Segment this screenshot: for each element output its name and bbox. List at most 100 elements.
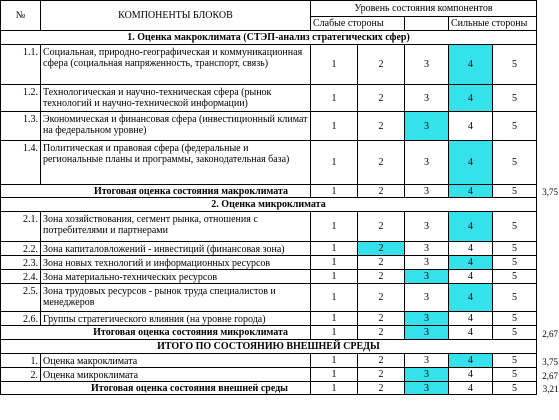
total-score-2: 2 xyxy=(357,381,405,395)
total-score-2: 2 xyxy=(357,184,405,198)
total-score-4: 4 xyxy=(448,184,493,198)
assessment-table: № КОМПОНЕНТЫ БЛОКОВ Уровень состояния ко… xyxy=(0,0,559,395)
total-score-3: 3 xyxy=(404,325,449,340)
component-name: Зона трудовых ресурсов - рынок труда спе… xyxy=(40,283,311,312)
spacer xyxy=(537,256,559,270)
row-score-4: 4 xyxy=(448,353,493,368)
row-score-1: 1 xyxy=(310,255,358,270)
section-title: 1. Оценка макроклимата (СТЭП-анализ стра… xyxy=(0,30,538,45)
table-row: 2.6. Группы стратегического влияния (на у… xyxy=(0,311,559,326)
section-title-row: 1. Оценка макроклимата (СТЭП-анализ стра… xyxy=(0,30,559,45)
table-row: 1.1. Социальная, природно-географическая … xyxy=(0,44,559,85)
row-score-4: 4 xyxy=(448,367,493,382)
spacer xyxy=(537,340,559,354)
header-level: Уровень состояния компонентов xyxy=(309,0,538,17)
row-score-3: 3 xyxy=(404,140,449,185)
row-score-5: 5 xyxy=(491,140,538,185)
spacer xyxy=(537,198,559,212)
row-score-5: 5 xyxy=(491,241,538,256)
row-score-1: 1 xyxy=(310,44,358,85)
component-name: Группы стратегического влияния (на уровн… xyxy=(40,311,311,326)
section-title: 2. Оценка микроклимата xyxy=(0,197,538,212)
row-score-1: 1 xyxy=(310,140,358,185)
row-score-3: 3 xyxy=(404,283,449,312)
total-value: 3,75 xyxy=(542,186,559,197)
row-score-5: 5 xyxy=(491,353,538,368)
row-score-4: 4 xyxy=(448,283,493,312)
row-score-2: 2 xyxy=(357,353,405,368)
spacer xyxy=(537,31,559,45)
header-num: № xyxy=(0,0,41,31)
row-score-1: 1 xyxy=(310,241,358,256)
total-score-5: 5 xyxy=(491,325,538,340)
component-name: Зона капиталовложений - инвестиций (фина… xyxy=(40,241,311,256)
section-title: ИТОГО ПО СОСТОЯНИЮ ВНЕШНЕЙ СРЕДЫ xyxy=(0,339,538,354)
table-row: 1.3. Экономическая и финансовая сфера (ин… xyxy=(0,111,559,141)
table-row: 2. Оценка микроклимата 1 2 3 4 5 2,67 xyxy=(0,367,559,382)
row-score-3: 3 xyxy=(404,353,449,368)
component-name: Экономическая и финансовая сфера (инвест… xyxy=(40,111,311,141)
row-score-4: 4 xyxy=(448,140,493,185)
row-score-3: 3 xyxy=(404,111,449,141)
row-score-4: 4 xyxy=(448,241,493,256)
row-number: 1.3. xyxy=(0,111,41,141)
row-score-3: 3 xyxy=(404,255,449,270)
spacer xyxy=(537,242,559,256)
total-score-3: 3 xyxy=(404,381,449,395)
row-score-3: 3 xyxy=(404,44,449,85)
row-score-4: 4 xyxy=(448,84,493,112)
row-score-4: 4 xyxy=(448,44,493,85)
total-score-5: 5 xyxy=(491,184,538,198)
row-score-3: 3 xyxy=(404,367,449,382)
spacer xyxy=(537,45,559,85)
component-name: Зона материально-технических ресурсов xyxy=(40,269,311,284)
row-score-1: 1 xyxy=(310,111,358,141)
row-number: 2.5. xyxy=(0,283,41,312)
component-name: Политическая и правовая сфера (федеральн… xyxy=(40,140,311,185)
component-name: Технологическая и научно-техническая сфе… xyxy=(40,84,311,112)
row-score-5: 5 xyxy=(491,311,538,326)
row-score-1: 1 xyxy=(310,367,358,382)
row-score-2: 2 xyxy=(357,241,405,256)
total-score-1: 1 xyxy=(310,381,358,395)
header-weak: Слабые стороны xyxy=(310,16,405,31)
row-score-2: 2 xyxy=(357,84,405,112)
row-score-5: 5 xyxy=(491,211,538,242)
component-name: Оценка макроклимата xyxy=(40,353,311,368)
spacer xyxy=(537,284,559,312)
component-name: Зона новых технологий и информационных р… xyxy=(40,255,311,270)
total-row: Итоговая оценка состояния микроклимата 1 2… xyxy=(0,325,559,340)
table-row: 2.5. Зона трудовых ресурсов - рынок труда… xyxy=(0,283,559,312)
total-score-2: 2 xyxy=(357,325,405,340)
result-value: 3,75 xyxy=(542,356,559,367)
row-score-5: 5 xyxy=(491,269,538,284)
table-row: 1. Оценка макроклимата 1 2 3 4 5 3,75 xyxy=(0,353,559,368)
total-label: Итоговая оценка состояния внешней среды xyxy=(0,381,311,395)
section-title-row: 2. Оценка микроклимата xyxy=(0,197,559,212)
component-name: Оценка микроклимата xyxy=(40,367,311,382)
total-score-3: 3 xyxy=(404,184,449,198)
row-number: 2.1. xyxy=(0,211,41,242)
row-score-2: 2 xyxy=(357,111,405,141)
header-components: КОМПОНЕНТЫ БЛОКОВ xyxy=(40,0,311,31)
row-score-1: 1 xyxy=(310,84,358,112)
row-score-4: 4 xyxy=(448,269,493,284)
table-row: 2.3. Зона новых технологий и информационн… xyxy=(0,255,559,270)
total-label: Итоговая оценка состояния макроклимата xyxy=(0,184,311,198)
table-row: 2.2. Зона капиталовложений - инвестиций (… xyxy=(0,241,559,256)
row-number: 1.2. xyxy=(0,84,41,112)
total-label: Итоговая оценка состояния микроклимата xyxy=(0,325,311,340)
row-score-1: 1 xyxy=(310,353,358,368)
row-score-1: 1 xyxy=(310,311,358,326)
total-score-5: 5 xyxy=(491,381,538,395)
row-score-4: 4 xyxy=(448,311,493,326)
row-score-2: 2 xyxy=(357,211,405,242)
row-score-4: 4 xyxy=(448,211,493,242)
spacer xyxy=(537,212,559,242)
row-score-1: 1 xyxy=(310,283,358,312)
row-score-3: 3 xyxy=(404,269,449,284)
total-score-4: 4 xyxy=(448,381,493,395)
row-score-3: 3 xyxy=(404,84,449,112)
row-score-2: 2 xyxy=(357,269,405,284)
table-row: 2.1. Зона хозяйствования, сегмент рынка, … xyxy=(0,211,559,242)
